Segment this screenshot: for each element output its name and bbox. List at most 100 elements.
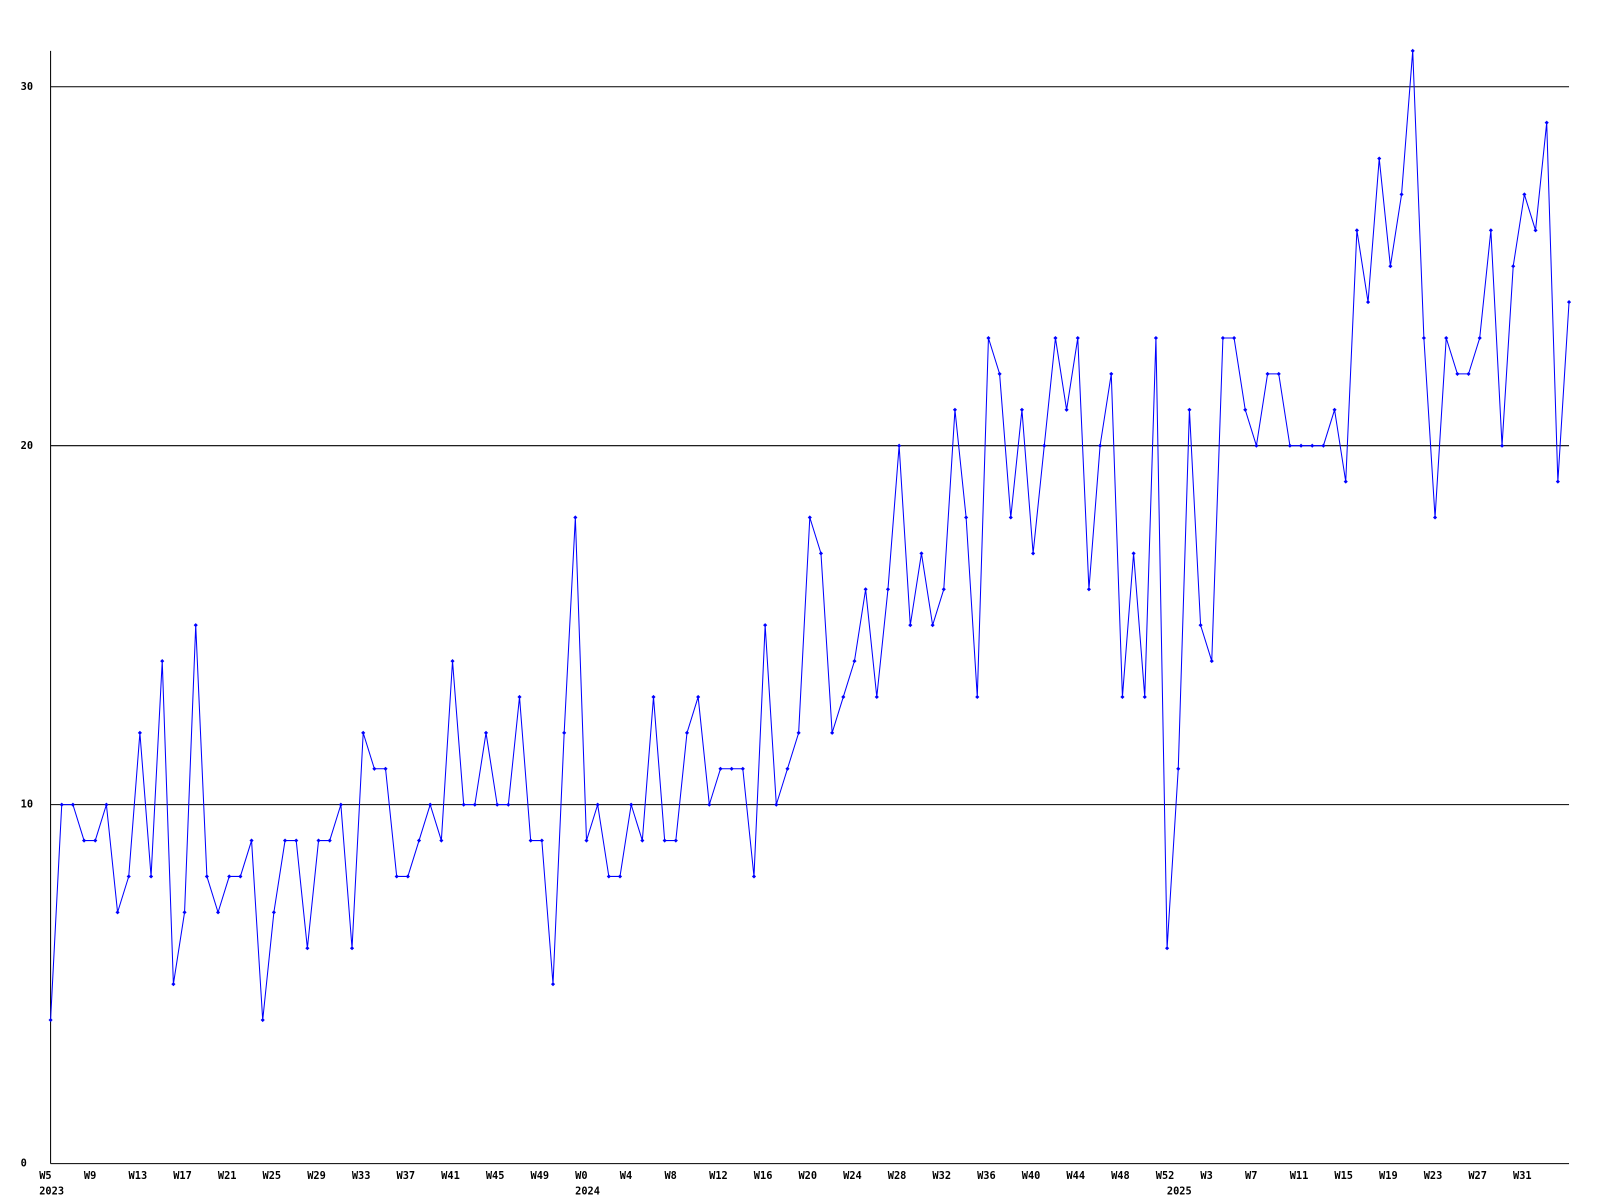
x-tick-label: W29	[307, 1170, 326, 1182]
data-point	[562, 730, 567, 735]
data-point	[1254, 443, 1259, 448]
year-label: 2025	[1167, 1186, 1192, 1198]
data-point	[506, 802, 511, 807]
year-label: 2023	[39, 1186, 64, 1198]
data-point	[1365, 300, 1371, 305]
data-line	[50, 50, 1570, 1021]
data-point	[573, 515, 578, 520]
data-point	[271, 910, 276, 915]
data-point	[785, 766, 790, 771]
x-tick-label: W16	[754, 1170, 773, 1182]
data-point	[1098, 443, 1103, 448]
data-point	[1477, 335, 1482, 341]
data-point	[1232, 335, 1237, 341]
data-point	[149, 874, 154, 879]
data-point	[1086, 587, 1091, 592]
data-point	[405, 874, 410, 879]
data-point	[483, 730, 489, 735]
data-point	[807, 515, 812, 520]
x-tick-label: W23	[1424, 1170, 1443, 1182]
x-tick-label: W13	[129, 1170, 148, 1182]
data-point	[718, 766, 723, 771]
data-point	[338, 802, 343, 807]
data-point	[539, 838, 544, 843]
data-point	[1466, 371, 1471, 376]
data-point	[1064, 407, 1069, 412]
data-point	[1321, 443, 1326, 448]
data-point	[1276, 371, 1281, 376]
data-point	[450, 659, 455, 664]
x-tick-label: W49	[530, 1170, 549, 1182]
x-tick-label: W40	[1022, 1170, 1041, 1182]
data-point	[59, 802, 64, 807]
x-tick-label: W52	[1156, 1170, 1175, 1182]
x-tick-label: W19	[1379, 1170, 1398, 1182]
x-tick-label: W12	[709, 1170, 728, 1182]
data-point	[1142, 694, 1147, 700]
data-point	[1354, 228, 1359, 233]
data-point	[1511, 264, 1516, 269]
data-point	[126, 874, 131, 879]
data-point	[1522, 192, 1527, 197]
data-point	[1243, 407, 1248, 412]
data-point	[1544, 120, 1549, 125]
data-point	[673, 838, 678, 843]
data-point	[1120, 694, 1125, 700]
data-point	[349, 946, 355, 951]
data-point	[1377, 156, 1382, 161]
data-point	[595, 802, 600, 807]
data-point	[584, 838, 589, 843]
x-tick-label: W24	[843, 1170, 862, 1182]
data-point	[997, 371, 1002, 376]
data-point	[1343, 479, 1348, 484]
data-point	[361, 730, 366, 735]
data-point	[93, 838, 98, 843]
data-point	[964, 515, 969, 520]
data-point	[729, 766, 734, 771]
data-point	[1299, 443, 1304, 448]
x-tick-label: W33	[352, 1170, 371, 1182]
x-tick-label: W48	[1111, 1170, 1130, 1182]
x-tick-label: W0	[575, 1170, 587, 1182]
x-tick-label: W3	[1200, 1170, 1212, 1182]
data-point	[908, 623, 913, 628]
x-tick-label: W8	[664, 1170, 676, 1182]
x-tick-label: W9	[84, 1170, 96, 1182]
data-point	[372, 766, 377, 771]
data-point	[82, 838, 87, 843]
data-point	[852, 659, 857, 664]
data-point	[1488, 228, 1493, 233]
data-point	[941, 587, 946, 592]
data-point	[1455, 371, 1460, 376]
data-point	[495, 802, 500, 807]
data-point	[1153, 335, 1158, 341]
data-point	[874, 694, 879, 700]
data-point	[1187, 407, 1192, 412]
data-point	[70, 802, 75, 807]
data-point	[1008, 515, 1013, 520]
data-point	[1053, 335, 1058, 341]
data-point	[751, 874, 757, 879]
data-point	[1019, 407, 1025, 412]
data-point	[260, 1017, 265, 1023]
x-tick-label: W27	[1468, 1170, 1487, 1182]
data-point	[1310, 443, 1315, 448]
data-point	[763, 623, 768, 628]
y-tick-label: 20	[21, 440, 33, 452]
data-point	[919, 551, 924, 556]
data-point	[48, 1017, 53, 1023]
data-point	[517, 694, 522, 700]
data-point	[137, 730, 142, 735]
data-point	[1042, 443, 1047, 448]
data-point	[1533, 228, 1538, 233]
data-point	[1220, 335, 1225, 341]
data-point	[439, 838, 444, 843]
data-point	[818, 551, 824, 556]
data-point	[249, 838, 254, 843]
data-point	[327, 838, 332, 843]
data-point	[885, 587, 891, 592]
x-tick-label: W28	[888, 1170, 907, 1182]
x-tick-label: W32	[932, 1170, 951, 1182]
